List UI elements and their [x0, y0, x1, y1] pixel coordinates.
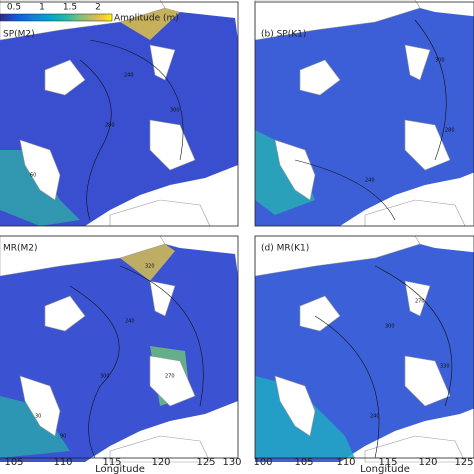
panel-title: SP(M2): [3, 30, 35, 40]
panel-title: MR(M2): [3, 244, 38, 254]
panel-title: (b) SP(K1): [261, 30, 306, 40]
contour-label: 300: [170, 108, 180, 114]
high-amplitude: [120, 244, 175, 281]
cotidal-line: [294, 159, 396, 221]
x-tick-label: 100: [253, 457, 272, 468]
high-amplitude: [120, 8, 180, 40]
colorbar-tick: 0.5: [7, 3, 21, 13]
x-tick-label: 110: [336, 457, 355, 468]
colorbar-tick: 2: [95, 3, 101, 13]
contour-label: 270: [165, 374, 175, 380]
colorbar: [0, 13, 113, 22]
contour-label: 300: [385, 324, 395, 330]
colorbar-label: Amplitude (m): [114, 14, 179, 24]
contour-label: 90: [60, 434, 66, 440]
colorbar-tick: 1.5: [63, 3, 77, 13]
x-tick-label: 105: [4, 457, 23, 468]
contour-label: 280: [105, 123, 115, 129]
panel-frame: [254, 1, 474, 227]
contour-label: 240: [370, 414, 380, 420]
x-tick-label: 120: [151, 457, 170, 468]
contour-label: 270: [415, 299, 425, 305]
contour-label: 240: [365, 178, 375, 184]
contour-label: 30: [35, 414, 41, 420]
x-tick-label: 115: [378, 457, 397, 468]
contour-label: 300: [100, 374, 110, 380]
panel-a: 0.5 1 1.5 2 Amplitude (m) SP(M2) 240 280…: [0, 0, 239, 227]
contour-label: 240: [124, 73, 134, 79]
x-axis-label: Longitude: [360, 464, 410, 474]
cotidal-line: [374, 265, 453, 407]
x-axis-label: Longitude: [95, 464, 145, 474]
cotidal-line: [69, 285, 120, 459]
cotidal-line: [89, 39, 184, 161]
cotidal-line: [79, 59, 112, 221]
colorbar-tick: 1: [39, 3, 45, 13]
x-axis-right: 100 105 110 115 120 125 Longitude: [253, 457, 473, 474]
panel-frame: [0, 1, 239, 227]
x-tick-label: 125: [196, 457, 215, 468]
high-amplitude: [0, 396, 70, 458]
contour-label: 280: [445, 128, 455, 134]
x-axis-left: 105 110 115 120 125 130 Longitude: [4, 457, 241, 474]
x-tick-label: 130: [222, 457, 241, 468]
panel-frame: [254, 235, 474, 459]
contour-label: 300: [435, 58, 445, 64]
contour-label: 320: [145, 264, 155, 270]
panel-b: (b) SP(K1) 300 240 280: [254, 0, 474, 227]
panel-c: MR(M2) 320 240 300 270 30 90: [0, 235, 239, 463]
x-tick-label: 115: [102, 457, 121, 468]
panel-frame: [0, 235, 239, 459]
x-tick-label: 105: [294, 457, 313, 468]
cotidal-line: [414, 19, 447, 161]
panel-d: (d) MR(K1) 270 300 330 240: [254, 235, 474, 463]
contour-label: 240: [125, 319, 135, 325]
contour-label: 330: [440, 364, 450, 370]
x-tick-label: 110: [53, 457, 72, 468]
panel-title: (d) MR(K1): [261, 244, 309, 254]
contour-label: 60: [30, 173, 36, 179]
cotidal-line: [314, 315, 380, 459]
x-tick-label: 125: [454, 457, 473, 468]
cotidal-line: [119, 265, 204, 407]
x-tick-label: 120: [418, 457, 437, 468]
